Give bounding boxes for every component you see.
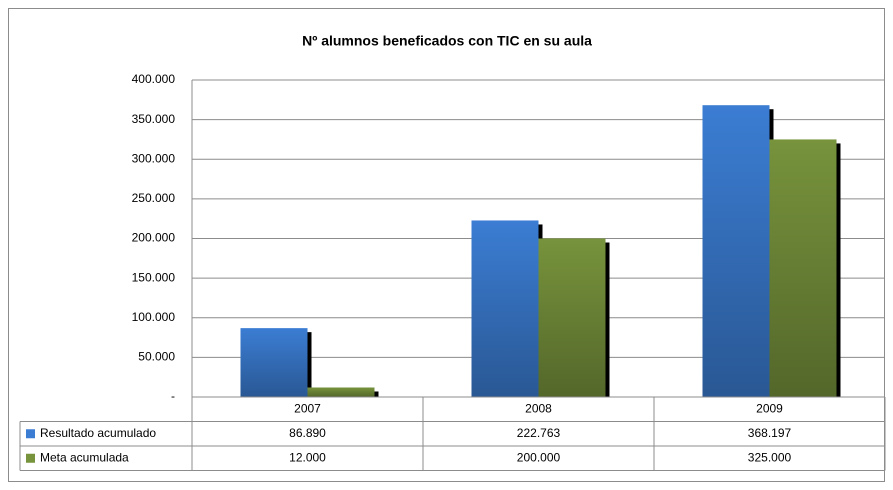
y-tick-label: 200.000 (132, 231, 176, 245)
bar-shade (307, 387, 375, 397)
table-value: 12.000 (289, 450, 326, 464)
table-value: 222.763 (517, 426, 561, 440)
legend-swatch (26, 429, 35, 439)
bar-shade (702, 105, 770, 397)
y-tick-label: 400.000 (132, 72, 176, 86)
bar-shade (538, 238, 606, 397)
x-tick-label: 2009 (756, 401, 783, 415)
table-value: 368.197 (748, 426, 792, 440)
y-tick-label: 150.000 (132, 270, 176, 284)
y-tick-label: 100.000 (132, 310, 176, 324)
x-tick-label: 2008 (525, 401, 552, 415)
y-tick-label: - (171, 389, 175, 403)
bar-shade (240, 328, 308, 397)
y-tick-label: 250.000 (132, 191, 176, 205)
legend-label: Meta acumulada (40, 450, 129, 464)
y-tick-label: 350.000 (132, 112, 176, 126)
table-value: 325.000 (748, 450, 792, 464)
bar-shade (471, 220, 539, 397)
chart-title: Nº alumnos beneficados con TIC en su aul… (302, 33, 592, 49)
legend-swatch (26, 453, 35, 463)
table-value: 86.890 (289, 426, 326, 440)
table-value: 200.000 (517, 450, 561, 464)
x-tick-label: 2007 (294, 401, 321, 415)
y-tick-label: 50.000 (138, 350, 175, 364)
y-tick-label: 300.000 (132, 151, 176, 165)
bar-shade (769, 139, 837, 397)
legend-label: Resultado acumulado (40, 426, 156, 440)
